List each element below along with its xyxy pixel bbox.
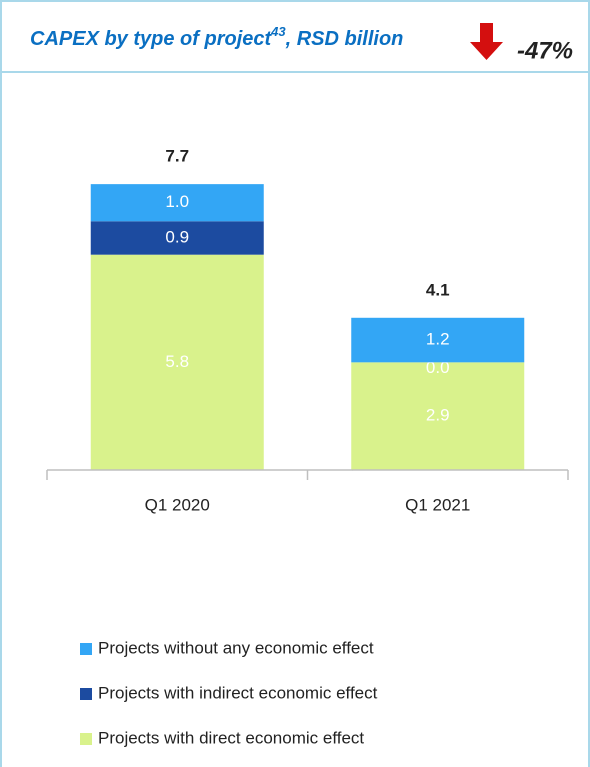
- bar-segment: [351, 317, 525, 363]
- data-label: 2.9: [426, 406, 450, 425]
- title-main: CAPEX by type of project: [30, 28, 272, 50]
- bar-segment: [90, 254, 264, 470]
- data-label: 1.0: [165, 192, 189, 211]
- bar-segment: [90, 221, 264, 255]
- legend-label: Projects without any economic effect: [98, 638, 374, 657]
- data-label: 0.9: [165, 227, 189, 246]
- legend-swatch: [80, 643, 92, 655]
- legend-label: Projects with indirect economic effect: [98, 683, 378, 702]
- total-label: 4.1: [426, 280, 450, 299]
- data-label: 0.0: [426, 358, 450, 377]
- legend-swatch: [80, 733, 92, 745]
- title-footnote: 43: [270, 24, 286, 39]
- down-arrow-icon: [470, 23, 503, 60]
- chart-title: CAPEX by type of project43, RSD billion: [30, 24, 403, 50]
- title-suffix: , RSD billion: [285, 28, 404, 50]
- legend-swatch: [80, 688, 92, 700]
- data-label: 5.8: [165, 352, 189, 371]
- bar-segment: [351, 362, 525, 470]
- x-tick-label: Q1 2021: [405, 495, 470, 514]
- bar-segment: [90, 184, 264, 222]
- change-badge: -47%: [517, 37, 573, 64]
- data-label: 1.2: [426, 330, 450, 349]
- x-tick-label: Q1 2020: [145, 495, 210, 514]
- legend-label: Projects with direct economic effect: [98, 728, 364, 747]
- total-label: 7.7: [165, 147, 189, 166]
